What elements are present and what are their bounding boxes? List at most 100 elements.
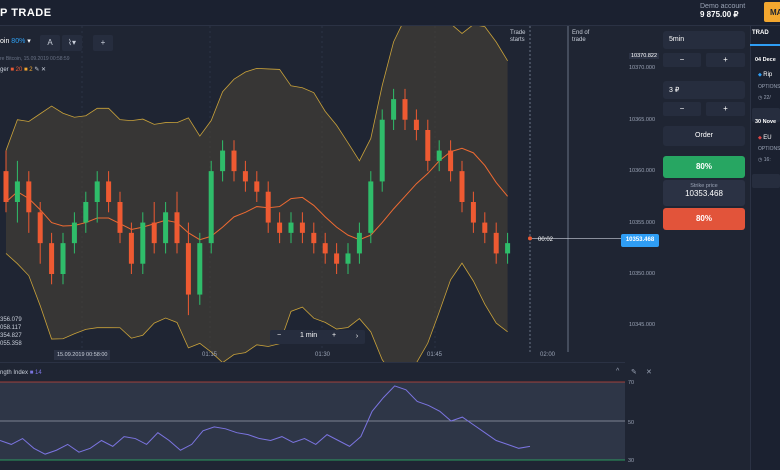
asset-icon: ◆ <box>758 72 762 78</box>
put-button[interactable]: 80% <box>663 208 745 230</box>
zoom-control: − 1 min + <box>270 330 365 344</box>
account-label: Demo account <box>700 3 746 10</box>
candle <box>413 119 419 130</box>
rsi-scale-label: 70 <box>628 380 635 386</box>
candle <box>71 222 77 244</box>
candle <box>231 150 237 172</box>
trade-action-bar[interactable] <box>752 108 780 122</box>
flag-icon: ◆ <box>758 135 762 141</box>
account-balance: 9 875.00 ₽ <box>700 10 739 19</box>
close-icon[interactable]: ✕ <box>41 67 47 73</box>
edit-icon[interactable]: ✎ <box>34 67 40 73</box>
time-minus-button[interactable]: − <box>663 53 701 67</box>
candle <box>3 171 9 202</box>
amount-field[interactable]: 3 ₽ <box>663 81 745 99</box>
candle <box>277 222 283 233</box>
collapse-icon[interactable]: ^ <box>616 368 620 375</box>
trade-action-bar[interactable] <box>752 174 780 188</box>
strike-price-label: Strike price <box>690 183 718 189</box>
trade-starts-label: Trade starts <box>510 30 525 44</box>
bollinger-middle-line <box>5 147 508 241</box>
candle <box>106 181 112 202</box>
asset-name: oin <box>0 38 10 45</box>
amount-minus-button[interactable]: − <box>663 102 701 116</box>
add-chart-icon[interactable]: + <box>93 35 113 51</box>
candle <box>174 212 180 244</box>
zoom-out-button[interactable]: − <box>277 332 282 339</box>
rsi-color-icon: ■ <box>29 370 34 376</box>
tab-trades[interactable]: TRAD <box>752 30 769 36</box>
candle <box>436 150 442 161</box>
timeframe-label[interactable]: 1 min <box>300 332 318 339</box>
call-button[interactable]: 80% <box>663 156 745 178</box>
scroll-right-button[interactable]: › <box>350 330 364 344</box>
bollinger-period: 20 <box>15 67 23 73</box>
zoom-in-button[interactable]: + <box>332 332 337 339</box>
y-axis-label: 10370.000 <box>629 65 655 72</box>
amount-plus-button[interactable]: + <box>706 102 745 116</box>
candle <box>208 171 214 244</box>
chevron-down-icon: ▾ <box>27 38 31 45</box>
trade-group-date: 30 Nove <box>755 119 777 125</box>
drawing-tool-icon[interactable]: A <box>40 35 60 51</box>
trade-time: ◷ 16: <box>758 157 771 163</box>
rsi-legend: ngth Index ■ 14 <box>0 370 42 376</box>
y-axis-label: 10355.000 <box>629 219 655 226</box>
candle <box>379 119 385 182</box>
brand-logo[interactable]: P TRADE <box>0 7 52 19</box>
bollinger-dev: 2 <box>29 67 33 73</box>
account-selector[interactable]: Demo account 9 875.00 ₽ <box>700 3 745 19</box>
trade-asset-name: Rip <box>763 72 773 78</box>
ohlc-high: 058.117 <box>0 325 22 331</box>
trade-time: ◷ 22/ <box>758 95 771 101</box>
indicators-icon[interactable]: ⌇▾ <box>62 35 82 51</box>
trade-asset-name: EU <box>763 135 772 141</box>
strike-price-value: 10353.468 <box>685 189 723 198</box>
candle <box>299 222 305 233</box>
ohlc-open: 356.079 <box>0 317 22 323</box>
close-icon[interactable]: ✕ <box>646 369 652 376</box>
strike-price-box: Strike price 10353.468 <box>663 180 745 206</box>
end-of-trade-label: End of trade <box>572 30 589 44</box>
time-field[interactable]: 5min <box>663 31 745 49</box>
candle <box>37 212 43 244</box>
candle <box>459 171 465 202</box>
candle <box>14 181 20 202</box>
candle <box>448 150 454 172</box>
candle <box>345 253 351 264</box>
bollinger-label: ger <box>0 67 9 73</box>
trade-item[interactable]: ◆ EU <box>758 135 772 141</box>
rsi-chart <box>0 381 625 461</box>
edit-icon[interactable]: ✎ <box>631 369 637 376</box>
ohlc-close: 055.358 <box>0 341 22 347</box>
time-plus-button[interactable]: + <box>706 53 745 67</box>
deposit-button[interactable]: MA <box>764 2 780 22</box>
countdown-timer: 00:02 <box>538 237 554 243</box>
candle <box>163 212 169 244</box>
trade-group-date: 04 Dece <box>755 57 776 63</box>
rsi-scale-label: 30 <box>628 458 635 464</box>
candle <box>493 232 499 254</box>
trade-time-value: 22/ <box>763 95 771 101</box>
bollinger-period-icon: ■ <box>10 67 14 73</box>
bollinger-upper-line <box>5 26 508 162</box>
candle <box>140 222 146 264</box>
trade-item[interactable]: ◆ Rip <box>758 72 772 78</box>
trade-kind: OPTIONS <box>758 84 780 90</box>
ohlc-low: 354.827 <box>0 333 22 339</box>
order-button[interactable]: Order <box>663 126 745 146</box>
x-axis-label: 01:15 <box>202 352 218 358</box>
trade-time-value: 16: <box>763 157 771 163</box>
candle <box>26 181 32 213</box>
candle <box>482 222 488 233</box>
bollinger-dev-icon: ■ <box>24 67 28 73</box>
price-chart[interactable] <box>0 26 625 362</box>
candle <box>334 253 340 264</box>
candle <box>128 232 134 264</box>
top-bar <box>0 0 780 26</box>
y-axis-label: 10350.000 <box>629 271 655 277</box>
rsi-scale-label: 50 <box>628 420 635 426</box>
end-of-trade-text: End of trade <box>572 30 590 43</box>
asset-selector[interactable]: oin 80% ▾ <box>0 37 31 45</box>
y-axis-label: 10365.000 <box>629 116 655 123</box>
